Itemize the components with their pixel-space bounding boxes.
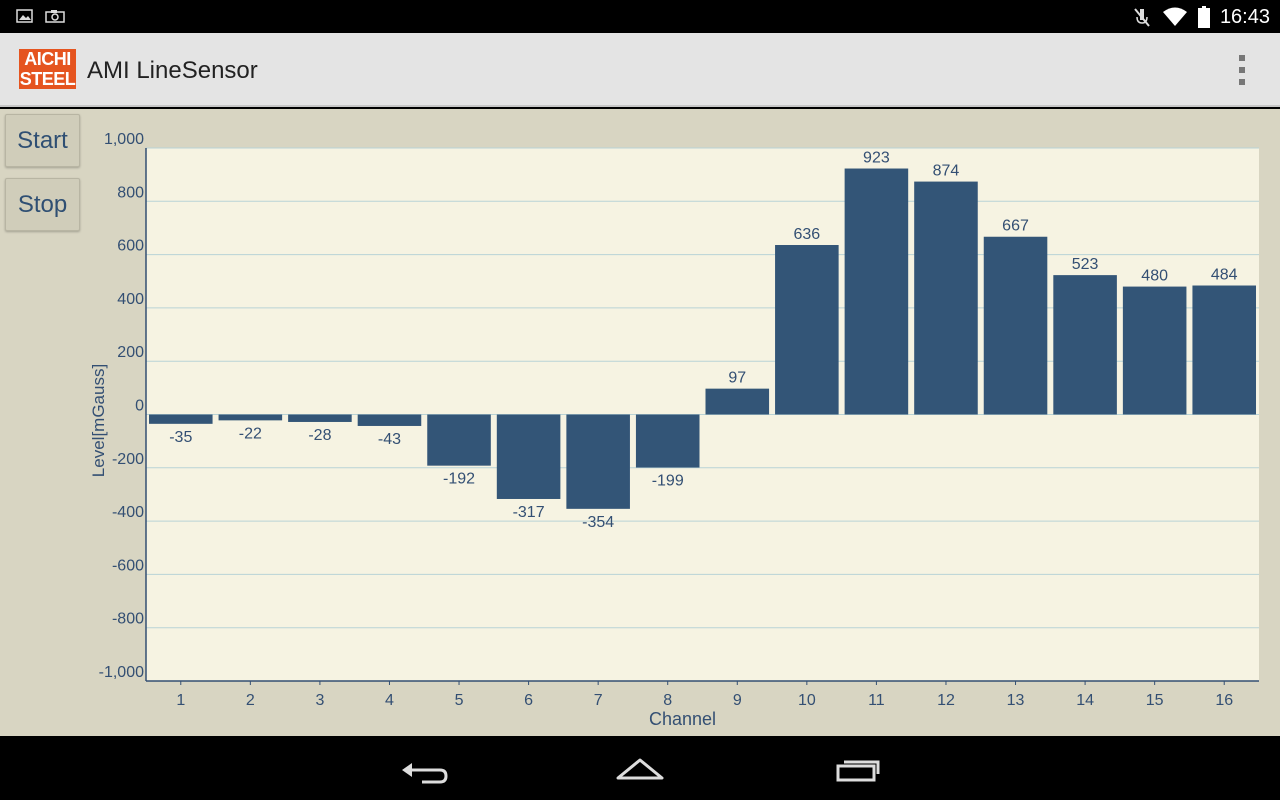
data-label: -199 bbox=[652, 473, 684, 490]
y-tick-label: 600 bbox=[117, 238, 144, 255]
bar-chart: 1,000 800 600 400 200 0 -200 -400 -600 -800 -1,000… bbox=[89, 131, 1259, 729]
x-tick-label: 6 bbox=[524, 692, 533, 709]
x-tick-label: 4 bbox=[385, 692, 394, 709]
navigation-bar bbox=[0, 736, 1280, 800]
x-tick-label: 13 bbox=[1007, 692, 1025, 709]
data-label: -28 bbox=[308, 427, 331, 444]
bar bbox=[357, 414, 422, 426]
battery-icon bbox=[1197, 6, 1210, 28]
x-tick-label: 9 bbox=[733, 692, 742, 709]
overflow-menu-icon[interactable] bbox=[1236, 55, 1248, 85]
x-tick-label: 11 bbox=[868, 692, 885, 709]
bar bbox=[914, 181, 978, 415]
bar bbox=[983, 236, 1048, 415]
data-label: 97 bbox=[728, 370, 746, 387]
action-bar: AICHI STEEL AMI LineSensor bbox=[0, 33, 1280, 107]
menu-dot bbox=[1239, 79, 1245, 85]
data-label: 636 bbox=[793, 226, 820, 243]
x-tick-label: 16 bbox=[1215, 692, 1233, 709]
y-tick-label: 0 bbox=[135, 398, 144, 415]
camera-icon bbox=[45, 10, 65, 23]
menu-dot bbox=[1239, 67, 1245, 73]
status-bar: 16:43 bbox=[0, 0, 1280, 33]
bar bbox=[427, 414, 491, 466]
bar bbox=[218, 414, 283, 421]
y-tick-label: -200 bbox=[112, 451, 144, 468]
recents-icon[interactable] bbox=[828, 748, 888, 788]
data-label: 484 bbox=[1211, 267, 1238, 284]
bar bbox=[566, 414, 630, 509]
x-tick-label: 14 bbox=[1076, 692, 1094, 709]
bar bbox=[1122, 286, 1187, 415]
y-tick-label: -400 bbox=[112, 504, 144, 521]
app-logo: AICHI STEEL bbox=[19, 49, 76, 89]
bar bbox=[288, 414, 352, 422]
data-label: -354 bbox=[582, 514, 614, 531]
bar bbox=[1053, 275, 1117, 415]
menu-dot bbox=[1239, 55, 1245, 61]
back-icon[interactable] bbox=[394, 748, 454, 788]
x-tick-label: 10 bbox=[798, 692, 816, 709]
gallery-icon bbox=[16, 9, 33, 23]
system-icons: 16:43 bbox=[1132, 4, 1270, 30]
data-label: 874 bbox=[933, 163, 960, 180]
wifi-icon bbox=[1162, 7, 1187, 26]
y-tick-label: -600 bbox=[112, 557, 144, 574]
data-label: 667 bbox=[1002, 218, 1029, 235]
mute-icon bbox=[1134, 8, 1150, 27]
logo-line-2: STEEL bbox=[19, 69, 76, 89]
content-area: Start Stop 1,000 800 600 400 200 0 -200 -400 -60… bbox=[0, 109, 1280, 736]
data-label: -43 bbox=[378, 431, 401, 448]
y-tick-label: 800 bbox=[117, 184, 144, 201]
logo-line-1: AICHI bbox=[19, 49, 76, 69]
stop-button[interactable]: Stop bbox=[5, 178, 80, 231]
home-icon[interactable] bbox=[610, 748, 670, 788]
data-label: -22 bbox=[239, 425, 262, 442]
start-button[interactable]: Start bbox=[5, 114, 80, 167]
bar bbox=[844, 168, 909, 415]
x-tick-label: 8 bbox=[663, 692, 672, 709]
notification-icons bbox=[16, 9, 65, 23]
x-tick-label: 3 bbox=[315, 692, 324, 709]
x-tick-label: 7 bbox=[594, 692, 603, 709]
x-tick-label: 1 bbox=[176, 692, 185, 709]
x-axis-title: Channel bbox=[649, 709, 716, 729]
data-label: 523 bbox=[1072, 256, 1099, 273]
data-label: 480 bbox=[1141, 268, 1168, 285]
x-tick-label: 15 bbox=[1146, 692, 1164, 709]
bar bbox=[775, 245, 839, 415]
y-tick-label: 1,000 bbox=[104, 131, 144, 148]
y-tick-label: -1,000 bbox=[99, 664, 144, 681]
x-tick-label: 2 bbox=[246, 692, 255, 709]
data-label: -35 bbox=[169, 429, 192, 446]
bar bbox=[149, 414, 213, 424]
y-tick-label: 400 bbox=[117, 291, 144, 308]
y-tick-label: -800 bbox=[112, 611, 144, 628]
data-label: 923 bbox=[863, 150, 890, 167]
bar bbox=[635, 414, 700, 468]
app-title: AMI LineSensor bbox=[87, 57, 258, 84]
x-tick-label: 5 bbox=[455, 692, 464, 709]
clock: 16:43 bbox=[1219, 5, 1270, 28]
bar bbox=[1192, 285, 1256, 415]
y-axis-title: Level[mGauss] bbox=[89, 364, 108, 477]
y-tick-label: 200 bbox=[117, 344, 144, 361]
bar bbox=[705, 388, 770, 415]
x-tick-label: 12 bbox=[937, 692, 955, 709]
data-label: -317 bbox=[513, 504, 545, 521]
bar bbox=[496, 414, 561, 499]
data-label: -192 bbox=[443, 471, 475, 488]
